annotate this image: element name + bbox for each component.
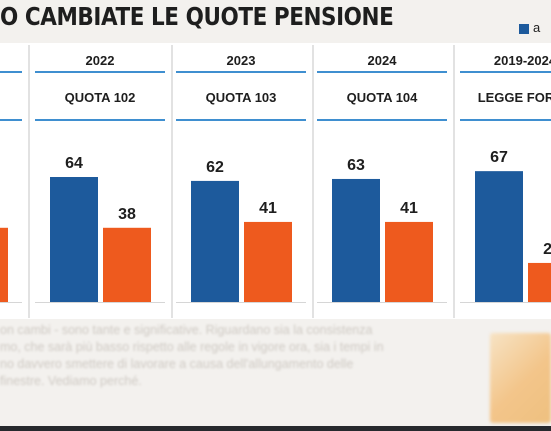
data-label: 67 [490,149,508,166]
bar-series-b [103,227,151,302]
data-label: 63 [347,157,365,174]
category-year: 2023 [227,53,256,68]
bar-series-b [385,221,433,302]
data-label: 41 [259,200,277,217]
category-label: QUOTA 103 [206,90,277,105]
thumbnail-image [490,333,551,423]
category-label: QUOTA 104 [347,90,419,105]
chart-panel: 2019-2024 LEGGE FORNE [460,53,551,303]
data-label: 20 [543,241,551,258]
category-label: LEGGE FORNE [478,90,551,105]
bar-series-a [50,177,98,302]
article-line: no davvero smettere di lavorare a causa … [0,357,354,371]
bar-series-b [244,221,292,302]
data-label: 38 [118,206,136,223]
chart-title: O CAMBIATE LE QUOTE PENSIONE [0,2,394,31]
category-label: QUOTA 102 [65,90,136,105]
bar-series-b [0,227,8,302]
data-label: 41 [400,200,418,217]
bar-series-a [475,171,523,302]
bar-series-b [528,262,551,302]
legend-label: a [533,20,541,35]
chart-panel [0,45,30,318]
footer-bar [0,426,551,431]
category-year: 2019-2024 [494,53,551,68]
bar-series-a [191,180,239,302]
category-year: 2022 [86,53,115,68]
chart-panel: 2023 QUOTA 103 [176,45,314,318]
legend-swatch [519,24,529,34]
article-line: on cambi - sono tante e significative. R… [0,323,373,337]
chart-panel: 2024 QUOTA 104 [317,45,455,318]
data-label: 62 [206,159,224,176]
category-year: 2024 [368,53,398,68]
article-line: mo, che sarà più basso rispetto alle reg… [0,340,384,354]
article-text: on cambi - sono tante e significative. R… [0,322,440,390]
bar-series-a [332,178,380,302]
article-line: finestre. Vediamo perché. [0,374,142,388]
chart-panel: 2022 QUOTA 102 [35,45,173,318]
data-label: 64 [65,155,83,172]
